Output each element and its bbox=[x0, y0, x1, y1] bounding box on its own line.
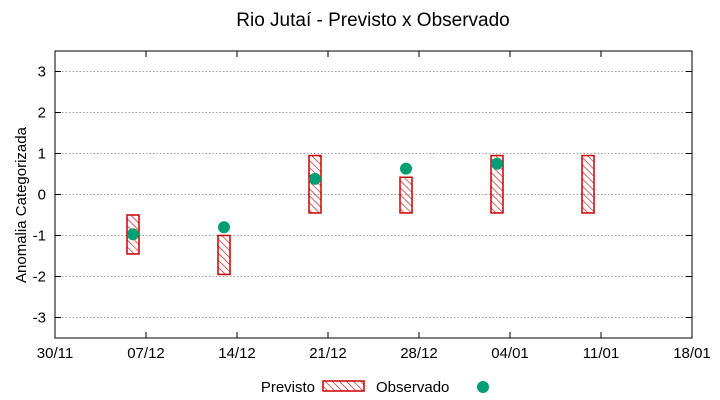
x-tick-label: 30/11 bbox=[37, 345, 73, 362]
chart-title: Rio Jutaí - Previsto x Observado bbox=[236, 10, 510, 31]
legend-previsto-swatch bbox=[322, 380, 365, 392]
x-tick-label: 21/12 bbox=[309, 345, 347, 362]
y-axis-label: Anomalia Categorizada bbox=[13, 126, 30, 283]
previsto-range-bar bbox=[581, 154, 595, 214]
previsto-range-bar bbox=[399, 176, 413, 214]
previsto-series bbox=[126, 154, 595, 276]
y-tick-label: 1 bbox=[38, 146, 46, 163]
y-axis: -3 -2 -1 0 1 2 3 bbox=[33, 64, 692, 327]
y-tick-label: -2 bbox=[33, 269, 46, 286]
observado-series bbox=[127, 157, 503, 241]
observado-point bbox=[309, 172, 321, 185]
x-tick-label: 04/01 bbox=[491, 345, 529, 362]
y-tick-label: -3 bbox=[33, 310, 46, 327]
grid-lines bbox=[55, 71, 692, 318]
legend-observado-marker bbox=[477, 381, 489, 393]
x-tick-label: 18/01 bbox=[673, 345, 711, 362]
legend: Previsto Observado bbox=[261, 379, 489, 396]
previsto-range-bar bbox=[217, 234, 231, 276]
x-tick-label: 11/01 bbox=[583, 345, 619, 362]
legend-previsto-label: Previsto bbox=[261, 379, 315, 396]
legend-observado-label: Observado bbox=[376, 379, 449, 396]
observado-point bbox=[491, 157, 503, 170]
y-tick-label: 2 bbox=[38, 105, 46, 122]
x-tick-label: 28/12 bbox=[400, 345, 438, 362]
x-tick-label: 14/12 bbox=[218, 345, 256, 362]
previsto-range-bar bbox=[490, 154, 504, 214]
observado-point bbox=[400, 162, 412, 175]
y-tick-label: -1 bbox=[33, 228, 46, 245]
x-axis: 30/11 07/12 14/12 21/12 28/12 04/01 11/01 18/01 bbox=[37, 51, 711, 362]
y-tick-label: 3 bbox=[38, 64, 46, 81]
observado-point bbox=[218, 221, 230, 234]
y-tick-label: 0 bbox=[38, 187, 46, 204]
observado-point bbox=[127, 228, 139, 241]
x-tick-label: 07/12 bbox=[127, 345, 165, 362]
